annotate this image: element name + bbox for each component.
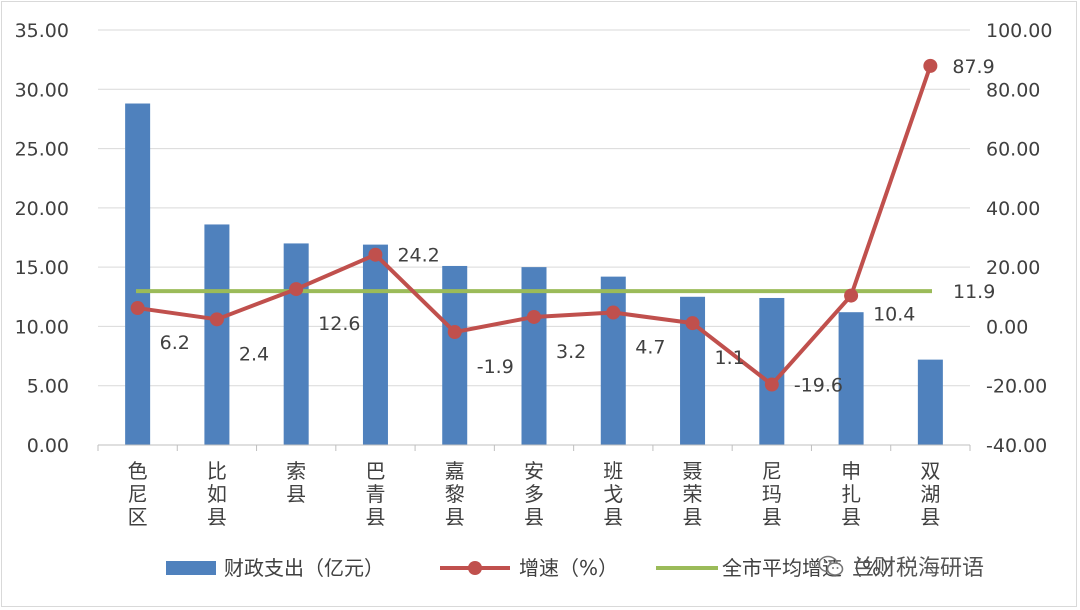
watermark-text: 兰财税海研语: [852, 556, 985, 581]
left-tick-label: 0.00: [27, 435, 69, 457]
right-tick-label: 80.00: [986, 79, 1040, 101]
growth-line-series: [130, 58, 938, 392]
category-label: 聂荣县: [683, 459, 703, 529]
growth-point: [923, 58, 938, 73]
growth-point: [685, 316, 700, 331]
category-label: 班戈县: [603, 459, 623, 529]
bar: [521, 267, 547, 445]
bar: [204, 224, 230, 445]
growth-data-label: -1.9: [477, 356, 514, 378]
legend-swatch-bar: [166, 561, 216, 575]
average-label: 11.9: [953, 281, 995, 303]
growth-point: [209, 312, 224, 327]
category-label: 尼玛县: [762, 459, 782, 529]
category-label: 比如县: [207, 459, 227, 529]
wechat-icon: [818, 555, 844, 576]
bar: [759, 297, 785, 445]
axes: 0.00 5.00 10.00 15.00 20.00 25.00 30.00 35.00 -4…: [15, 20, 1053, 529]
right-tick-label: 40.00: [986, 198, 1040, 220]
category-label: 嘉黎县: [445, 459, 465, 529]
right-tick-label: -40.00: [986, 435, 1047, 457]
growth-point: [130, 301, 145, 316]
growth-point: [606, 305, 621, 320]
right-tick-label: 100.00: [986, 20, 1052, 42]
legend-label-growth: 增速（%）: [519, 556, 618, 580]
left-tick-label: 25.00: [15, 139, 69, 161]
bar: [838, 312, 864, 445]
left-tick-label: 10.00: [15, 316, 69, 338]
growth-data-label: 3.2: [556, 341, 586, 363]
growth-point: [447, 325, 462, 340]
growth-data-label: 12.6: [318, 313, 360, 335]
growth-point: [289, 282, 304, 297]
growth-data-label: 6.2: [160, 332, 190, 354]
category-label: 申扎县: [841, 459, 861, 529]
growth-data-label: 2.4: [239, 343, 269, 365]
bar: [362, 244, 388, 445]
legend-marker-growth: [468, 561, 482, 575]
left-tick-label: 20.00: [15, 198, 69, 220]
right-tick-label: 60.00: [986, 139, 1040, 161]
bar-series: [125, 103, 943, 445]
category-label: 色尼区: [128, 459, 148, 529]
growth-data-label: 1.1: [715, 347, 745, 369]
category-label: 索县: [286, 459, 306, 506]
left-tick-label: 5.00: [27, 376, 69, 398]
left-tick-label: 15.00: [15, 257, 69, 279]
legend-label-spending: 财政支出（亿元）: [224, 556, 384, 580]
growth-data-label: 87.9: [952, 56, 994, 78]
bar: [125, 103, 151, 445]
right-tick-label: -20.00: [986, 376, 1047, 398]
right-tick-label: 20.00: [986, 257, 1040, 279]
growth-point: [527, 309, 541, 324]
growth-data-label: 10.4: [873, 304, 915, 326]
bar: [442, 265, 468, 445]
watermark: 兰财税海研语: [818, 551, 984, 581]
bar: [917, 359, 943, 445]
category-label: 双湖县: [920, 459, 940, 529]
growth-point: [764, 377, 779, 392]
growth-data-label: -19.6: [794, 375, 843, 397]
right-tick-label: 0.00: [986, 316, 1028, 338]
data-labels: 11.9 6.2 2.4 12.6 24.2 -1.9 3.2 4.7 1.1 -19.6 10.4…: [160, 56, 996, 397]
category-label: 安多县: [524, 459, 544, 529]
growth-data-label: 4.7: [635, 336, 665, 358]
legend-label-average: 全市平均增速（%）: [722, 556, 901, 580]
legend: 财政支出（亿元） 增速（%） 全市平均增速（%）: [166, 556, 901, 580]
category-label: 巴青县: [365, 459, 385, 529]
growth-data-label: 24.2: [397, 245, 439, 267]
left-tick-label: 35.00: [15, 20, 69, 42]
bar: [283, 243, 309, 445]
growth-point: [368, 247, 383, 262]
growth-point: [844, 288, 859, 303]
left-tick-label: 30.00: [15, 79, 69, 101]
bar: [600, 276, 626, 445]
